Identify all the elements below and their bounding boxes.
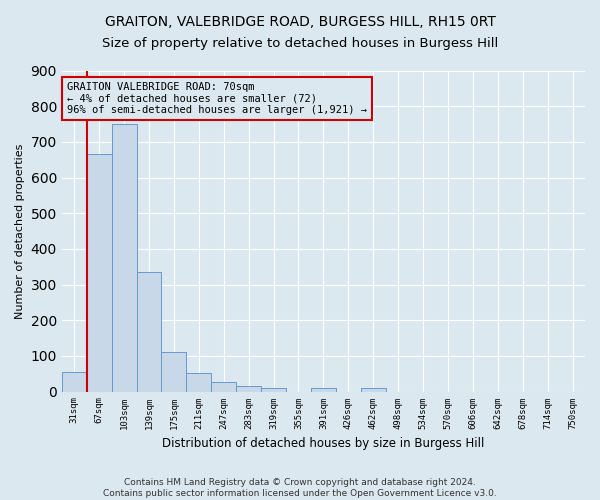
Bar [112, 124, 137, 392]
Bar [211, 382, 236, 392]
Bar [87, 154, 112, 392]
Bar [62, 372, 87, 392]
Text: GRAITON VALEBRIDGE ROAD: 70sqm
← 4% of detached houses are smaller (72)
96% of s: GRAITON VALEBRIDGE ROAD: 70sqm ← 4% of d… [67, 82, 367, 115]
Bar [137, 272, 161, 392]
Text: GRAITON, VALEBRIDGE ROAD, BURGESS HILL, RH15 0RT: GRAITON, VALEBRIDGE ROAD, BURGESS HILL, … [104, 15, 496, 29]
Bar [261, 388, 286, 392]
X-axis label: Distribution of detached houses by size in Burgess Hill: Distribution of detached houses by size … [162, 437, 485, 450]
Bar [236, 386, 261, 392]
Bar [311, 388, 336, 392]
Bar [361, 388, 386, 392]
Y-axis label: Number of detached properties: Number of detached properties [15, 144, 25, 318]
Bar [161, 352, 187, 392]
Text: Contains HM Land Registry data © Crown copyright and database right 2024.
Contai: Contains HM Land Registry data © Crown c… [103, 478, 497, 498]
Text: Size of property relative to detached houses in Burgess Hill: Size of property relative to detached ho… [102, 38, 498, 51]
Bar [187, 373, 211, 392]
